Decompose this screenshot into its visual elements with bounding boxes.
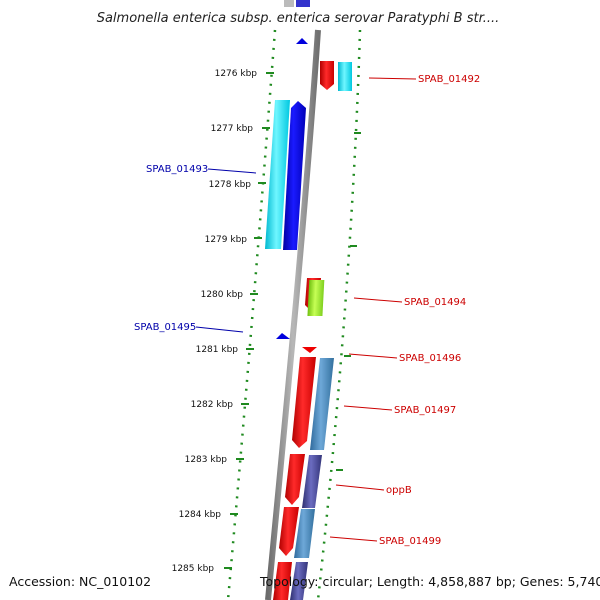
ruler-tick-label: 1282 kbp (191, 400, 234, 410)
ruler-tick-label: 1284 kbp (179, 510, 222, 520)
ruler-tick-label: 1280 kbp (201, 290, 244, 300)
gene-next-slate[interactable] (290, 562, 308, 600)
gene-label-spab-01492[interactable]: SPAB_01492 (418, 74, 480, 85)
backbone-track (265, 29, 321, 600)
gene-spab-01492-red[interactable] (320, 61, 334, 90)
top-fragment (296, 0, 310, 7)
gene-label-spab-01496[interactable]: SPAB_01496 (399, 353, 461, 364)
inner-dotted-ring (226, 29, 277, 600)
ruler-tick-label: 1285 kbp (172, 564, 215, 574)
gene-oppb-red[interactable] (285, 454, 305, 505)
gene-label-spab-01493[interactable]: SPAB_01493 (146, 164, 208, 175)
gene-arrow-small-top[interactable] (296, 38, 308, 44)
gene-label-oppb[interactable]: oppB (386, 485, 412, 496)
gene-label-spab-01497[interactable]: SPAB_01497 (394, 405, 456, 416)
ruler-ticks: 1276 kbp 1277 kbp 1278 kbp 1279 kbp 1280… (172, 69, 274, 574)
genome-summary-text: Topology: circular; Length: 4,858,887 bp… (259, 574, 600, 589)
gene-spab-01494-green[interactable] (307, 280, 325, 316)
gene-spab-01493-cyan[interactable] (265, 100, 290, 249)
gene-label-spab-01495[interactable]: SPAB_01495 (134, 322, 196, 333)
gene-spab-01499-steel[interactable] (294, 509, 315, 558)
gene-oppb-slate[interactable] (302, 455, 322, 508)
accession-text: Accession: NC_010102 (9, 574, 151, 589)
gene-next-red[interactable] (273, 562, 292, 600)
ruler-tick-label: 1276 kbp (215, 69, 258, 79)
gene-spab-01499-red[interactable] (279, 507, 299, 556)
gene-spab-01497-steel[interactable] (310, 358, 334, 450)
ruler-tick-label: 1279 kbp (205, 235, 248, 245)
gene-spab-01495-blue[interactable] (276, 333, 290, 339)
ruler-tick-label: 1281 kbp (196, 345, 239, 355)
gene-label-spab-01494[interactable]: SPAB_01494 (404, 297, 466, 308)
outer-ring-ticks (336, 132, 361, 471)
gene-label-spab-01499[interactable]: SPAB_01499 (379, 536, 441, 547)
gene-spab-01497-red[interactable] (292, 357, 316, 448)
outer-dotted-ring (316, 29, 362, 600)
ruler-tick-label: 1277 kbp (211, 124, 254, 134)
gene-spab-01492-cyan[interactable] (338, 62, 352, 91)
gene-spab-01496-red[interactable] (302, 347, 317, 353)
ruler-tick-label: 1278 kbp (209, 180, 252, 190)
genome-title: Salmonella enterica subsp. enterica sero… (97, 11, 500, 26)
gene-spab-01493-blue[interactable] (283, 101, 306, 250)
gene-label-leaders (195, 77, 417, 542)
ruler-tick-label: 1283 kbp (185, 455, 228, 465)
